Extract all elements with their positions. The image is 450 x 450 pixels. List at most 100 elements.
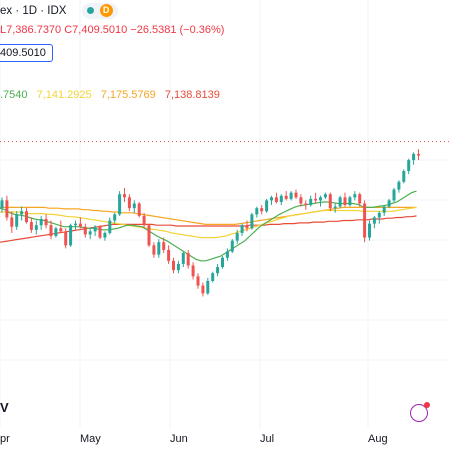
candle-body xyxy=(319,197,322,201)
candle-body xyxy=(201,285,205,294)
price-box-row: 409.5010 xyxy=(0,44,53,62)
candle-body xyxy=(142,215,146,226)
candle-body xyxy=(191,265,195,277)
candle-body xyxy=(250,214,254,229)
candle-body xyxy=(54,228,58,237)
candle-body xyxy=(157,242,161,255)
candle-body xyxy=(113,214,117,221)
candle-body xyxy=(25,211,28,223)
ma-row[interactable]: .7540 7,141.2925 7,175.5769 7,138.8139 xyxy=(0,89,220,101)
candle-body xyxy=(225,251,229,258)
candle-body xyxy=(10,217,14,227)
symbol-row[interactable]: ex · 1D · IDX D xyxy=(0,3,118,19)
candle-body xyxy=(137,203,141,216)
candle-body xyxy=(221,257,224,268)
candle-body xyxy=(216,267,220,274)
candle-body xyxy=(392,189,396,201)
candle-body xyxy=(186,253,190,266)
candle-body xyxy=(372,217,376,224)
ma-red-line xyxy=(0,215,417,243)
x-tick-label: Aug xyxy=(368,433,388,445)
x-tick-label: Jul xyxy=(260,433,274,445)
candle-body xyxy=(265,200,269,212)
candle-body xyxy=(181,253,185,264)
ma-value-yellow: 7,141.2925 xyxy=(36,89,92,101)
candle-body xyxy=(196,276,200,286)
candle-body xyxy=(363,203,367,238)
candle-body xyxy=(309,198,313,206)
candle-body xyxy=(328,194,332,209)
candle-body xyxy=(206,280,210,294)
candle-body xyxy=(255,208,259,215)
symbol-title[interactable]: ex · 1D · IDX xyxy=(0,5,67,18)
candle-body xyxy=(289,192,293,199)
candle-body xyxy=(78,223,82,227)
candle-body xyxy=(235,232,239,241)
candle-body xyxy=(162,242,166,250)
tradingview-logo[interactable]: V xyxy=(0,400,9,415)
candle-body xyxy=(412,153,416,161)
candle-body xyxy=(93,226,97,232)
candle-body xyxy=(29,222,33,230)
candle-body xyxy=(417,153,420,156)
x-tick-label: May xyxy=(80,433,101,445)
candle-body xyxy=(59,228,63,232)
candle-body xyxy=(152,245,156,255)
candle-body xyxy=(172,260,175,271)
candle-body xyxy=(34,225,38,230)
candle-body xyxy=(358,194,362,204)
candle-body xyxy=(382,206,386,213)
ma-value-red: 7,138.8139 xyxy=(164,89,220,101)
candle-body xyxy=(103,232,107,238)
x-tick-label: Jun xyxy=(170,433,188,445)
candle-body xyxy=(338,197,342,207)
candle-body xyxy=(39,219,43,226)
ohlc-row: L7,386.7370 C7,409.5010 −26.5381 (−0.36%… xyxy=(0,24,225,36)
candle-body xyxy=(108,220,112,233)
candle-body xyxy=(15,214,19,227)
candle-body xyxy=(123,194,126,198)
candle-body xyxy=(167,249,171,261)
candle-body xyxy=(368,223,371,238)
candle-body xyxy=(387,200,391,207)
ma-fragment: .7540 xyxy=(0,89,28,101)
status-group[interactable]: D xyxy=(81,3,118,19)
candle-body xyxy=(402,170,406,182)
candle-body xyxy=(20,211,24,215)
candle-body xyxy=(397,181,401,190)
bolt-icon[interactable] xyxy=(410,402,430,422)
ma-orange-line xyxy=(0,206,417,225)
candle-body xyxy=(304,203,308,206)
candle-body xyxy=(348,197,352,206)
candle-body xyxy=(353,194,357,198)
candle-body xyxy=(44,219,48,226)
candle-body xyxy=(314,198,318,201)
candle-body xyxy=(64,231,68,246)
candle-body xyxy=(83,226,87,235)
candle-body xyxy=(245,225,249,229)
current-price-box: 409.5010 xyxy=(0,44,53,62)
candle-body xyxy=(49,225,53,237)
candle-body xyxy=(279,195,283,202)
candle-body xyxy=(0,200,4,209)
candle-body xyxy=(98,226,102,238)
candle-body xyxy=(274,197,278,202)
ma-value-orange: 7,175.5769 xyxy=(100,89,156,101)
candle-body xyxy=(127,197,131,209)
candle-body xyxy=(118,194,122,215)
candle-body xyxy=(88,231,92,235)
candle-body xyxy=(211,273,215,281)
candle-body xyxy=(407,160,411,171)
candle-body xyxy=(5,200,9,218)
candle-body xyxy=(176,263,180,271)
candle-body xyxy=(294,192,298,198)
candle-body xyxy=(260,208,264,212)
candle-body xyxy=(230,240,234,252)
candle-body xyxy=(323,194,327,198)
ma-yellow-line xyxy=(0,206,417,239)
candle-body xyxy=(270,197,273,201)
candle-body xyxy=(377,212,381,218)
candle-body xyxy=(74,223,77,226)
candle-body xyxy=(299,197,303,204)
